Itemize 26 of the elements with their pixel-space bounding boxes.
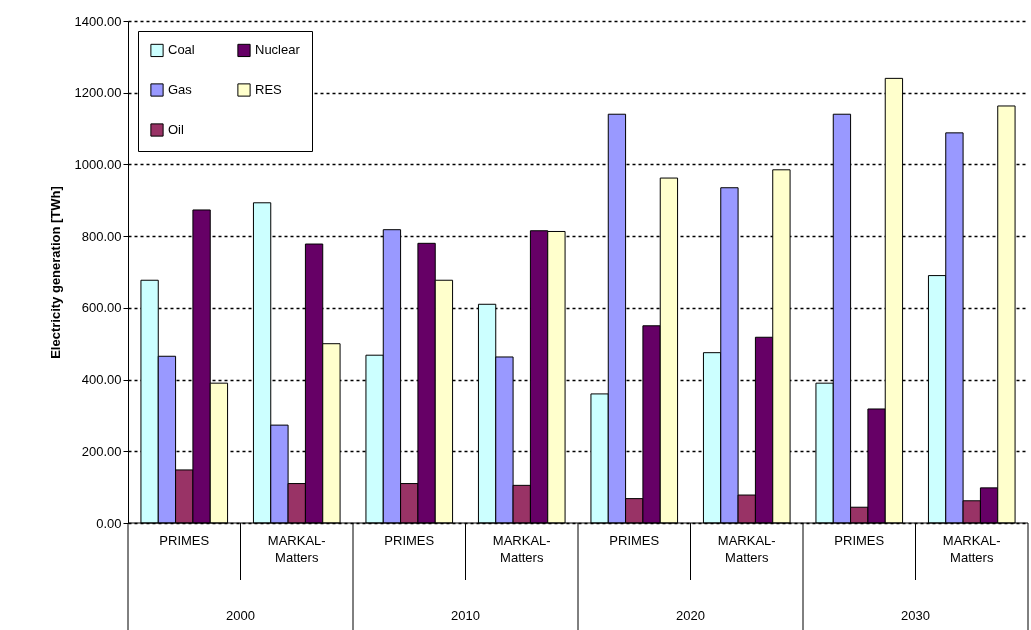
- text: 2030: [901, 608, 930, 623]
- y-tick-label: 1400.00: [74, 13, 122, 29]
- text: 2010: [451, 608, 480, 623]
- text: 2000: [226, 608, 255, 623]
- x-tick-label: PRIMES: [609, 533, 660, 548]
- legend-label: Oil: [168, 122, 184, 137]
- legend-label: Coal: [168, 42, 195, 58]
- y-tick-label: 200.00: [81, 443, 122, 459]
- x-tick-label: PRIMES: [834, 533, 885, 548]
- text: 2020: [676, 608, 705, 623]
- y-tick-label: 800.00: [81, 228, 122, 244]
- x-tick-label: MARKAL-Matters: [267, 533, 326, 565]
- y-tick-label: 1200.00: [74, 85, 122, 101]
- y-tick-label: 600.00: [81, 300, 122, 316]
- x-tick-label: MARKAL-Matters: [717, 533, 776, 565]
- y-tick-label: 1000.00: [74, 156, 122, 172]
- x-tick-label: MARKAL-Matters: [942, 533, 1001, 565]
- legend-label: RES: [255, 82, 283, 97]
- x-tick-label: MARKAL-Matters: [492, 533, 551, 565]
- x-tick-label: PRIMES: [159, 533, 210, 548]
- legend-label: Nuclear: [255, 42, 301, 58]
- x-tick-label: PRIMES: [384, 533, 435, 548]
- y-tick-label: 0.00: [96, 515, 122, 531]
- y-tick-label: 400.00: [81, 372, 122, 388]
- y-axis-title: Electricity generation [TWh]: [47, 186, 63, 359]
- legend-label: Gas: [168, 82, 193, 97]
